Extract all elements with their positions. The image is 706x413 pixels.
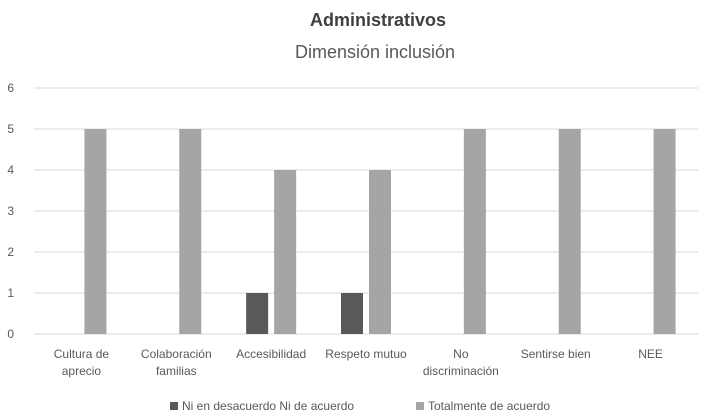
x-axis-categories: Cultura de aprecio Colaboración familias Acc… xyxy=(54,347,663,378)
x-category-label: NEE xyxy=(638,347,663,361)
legend-swatch-1 xyxy=(416,402,424,410)
legend-swatch-0 xyxy=(170,402,178,410)
y-axis-ticks: 0 1 2 3 4 5 6 xyxy=(7,81,14,341)
bar-series1-cat5 xyxy=(558,129,581,334)
x-category-label: Accesibilidad xyxy=(236,347,306,361)
legend-label-0: Ni en desacuerdo Ni de acuerdo xyxy=(182,399,354,413)
x-category-label: familias xyxy=(156,364,197,378)
x-category-label: Colaboración xyxy=(141,347,212,361)
bar-series1-cat4 xyxy=(463,129,486,334)
bar-series1-cat2 xyxy=(274,170,297,334)
x-category-label: aprecio xyxy=(62,364,102,378)
bar-series1-cat3 xyxy=(369,170,391,334)
chart-subtitle: Dimensión inclusión xyxy=(295,42,455,62)
legend-label-1: Totalmente de acuerdo xyxy=(428,399,550,413)
x-category-label: Sentirse bien xyxy=(521,347,591,361)
y-tick-label: 0 xyxy=(7,327,14,341)
chart-title: Administrativos xyxy=(310,10,446,30)
y-tick-label: 3 xyxy=(7,204,14,218)
y-tick-label: 6 xyxy=(7,81,14,95)
bar-series1-cat0 xyxy=(84,129,107,334)
gridlines xyxy=(34,87,698,335)
legend: Ni en desacuerdo Ni de acuerdo Totalmente… xyxy=(170,399,550,413)
bar-series0-cat2 xyxy=(246,293,269,334)
x-category-label: discriminación xyxy=(423,364,499,378)
y-tick-label: 1 xyxy=(7,286,14,300)
x-category-label: No xyxy=(453,347,469,361)
y-tick-label: 5 xyxy=(7,122,14,136)
bar-series0-cat3 xyxy=(341,293,363,334)
bar-series1-cat1 xyxy=(179,129,202,334)
y-tick-label: 2 xyxy=(7,245,14,259)
x-category-label: Respeto mutuo xyxy=(325,347,407,361)
bars xyxy=(84,129,676,334)
y-tick-label: 4 xyxy=(7,163,14,177)
x-category-label: Cultura de xyxy=(54,347,110,361)
bar-series1-cat6 xyxy=(653,129,676,334)
